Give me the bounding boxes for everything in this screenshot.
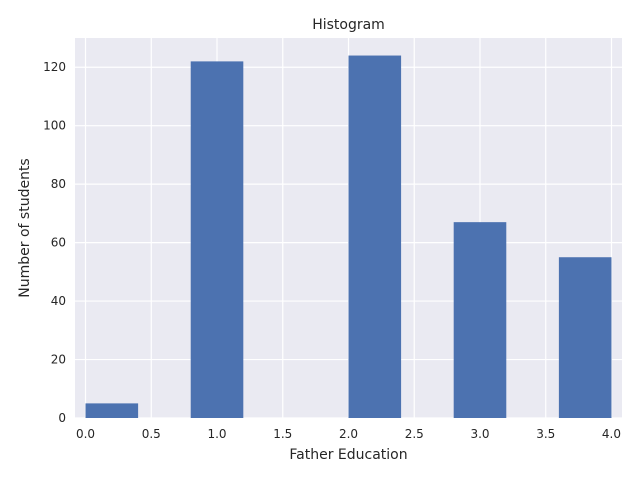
x-tick-label: 2.5 [405, 427, 424, 441]
x-axis-label: Father Education [289, 447, 407, 463]
chart-title: Histogram [312, 17, 385, 33]
x-tick-label: 3.0 [470, 427, 489, 441]
x-tick-label: 1.0 [207, 427, 226, 441]
histogram-bar [453, 222, 507, 418]
x-axis-ticks: 0.0 0.5 1.0 1.5 2.0 2.5 3.0 3.5 4.0 [76, 427, 621, 441]
x-tick-label: 2.0 [339, 427, 358, 441]
histogram-bar [348, 55, 402, 419]
y-tick-label: 120 [43, 60, 66, 74]
bars [85, 55, 612, 419]
y-axis-ticks: 0 20 40 60 80 100 120 [43, 60, 66, 425]
x-tick-label: 3.5 [536, 427, 555, 441]
histogram-bar [558, 257, 612, 418]
y-tick-label: 0 [58, 411, 66, 425]
histogram-bar [190, 61, 244, 419]
y-tick-label: 40 [51, 294, 66, 308]
histogram-bar [85, 403, 139, 418]
y-tick-label: 60 [51, 236, 66, 250]
x-tick-label: 1.5 [273, 427, 292, 441]
y-tick-label: 100 [43, 119, 66, 133]
x-tick-label: 0.5 [142, 427, 161, 441]
x-tick-label: 4.0 [602, 427, 621, 441]
y-tick-label: 20 [51, 353, 66, 367]
y-axis-label: Number of students [17, 158, 33, 297]
y-tick-label: 80 [51, 177, 66, 191]
x-tick-label: 0.0 [76, 427, 95, 441]
